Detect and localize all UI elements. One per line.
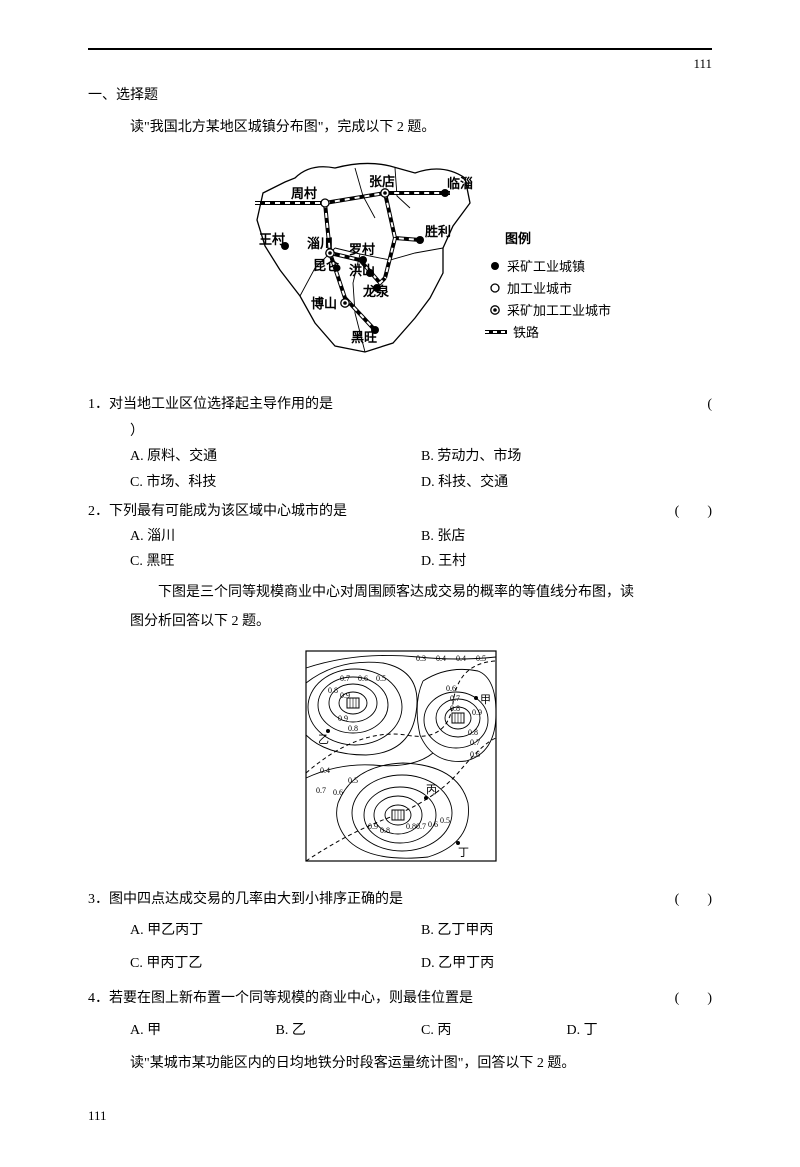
q2-stem: 2．下列最有可能成为该区域中心城市的是( ) [88, 499, 712, 524]
svg-text:0.7: 0.7 [470, 738, 480, 747]
svg-text:0.6: 0.6 [446, 684, 456, 693]
svg-text:乙: 乙 [318, 733, 329, 746]
q2-choice-c: C. 黑旺 [130, 549, 421, 574]
svg-text:丁: 丁 [458, 847, 469, 859]
q2-choice-a: A. 淄川 [130, 524, 421, 549]
figure-contour-map: 甲 乙 丙 丁 0.70.60.5 0.80.9 0.90.8 0.30.40.… [88, 643, 712, 877]
intro-text-1: 读"我国北方某地区城镇分布图"，完成以下 2 题。 [130, 115, 712, 140]
svg-text:0.9: 0.9 [472, 708, 482, 717]
q4-stem: 4．若要在图上新布置一个同等规模的商业中心，则最佳位置是( ) [88, 986, 712, 1011]
svg-text:加工业城市: 加工业城市 [507, 281, 572, 296]
q3-choices: A. 甲乙丙丁 C. 甲丙丁乙 B. 乙丁甲丙 D. 乙甲丁丙 [130, 918, 712, 976]
q3-choice-c: C. 甲丙丁乙 [130, 951, 421, 976]
svg-text:0.9: 0.9 [368, 822, 378, 831]
svg-text:0.6: 0.6 [428, 820, 438, 829]
svg-text:0.7: 0.7 [316, 786, 326, 795]
svg-text:0.9: 0.9 [340, 691, 350, 700]
figure-map-towns: 周村 张店 临淄 胜利 王村 淄川 昆仑 罗村 洪山 龙泉 博山 黑旺 图例 采… [88, 148, 712, 382]
q1-choices: A. 原料、交通C. 市场、科技 B. 劳动力、市场D. 科技、交通 [130, 444, 712, 494]
svg-text:王村: 王村 [259, 232, 285, 247]
svg-text:张店: 张店 [369, 174, 395, 189]
q3-choice-a: A. 甲乙丙丁 [130, 918, 421, 943]
section-heading: 一、选择题 [88, 83, 712, 108]
svg-text:0.3: 0.3 [416, 654, 426, 663]
svg-text:0.8: 0.8 [450, 704, 460, 713]
q2-choices: A. 淄川C. 黑旺 B. 张店D. 王村 [130, 524, 712, 574]
q3-stem: 3．图中四点达成交易的几率由大到小排序正确的是( ) [88, 887, 712, 912]
svg-text:0.5: 0.5 [440, 816, 450, 825]
svg-text:0.8: 0.8 [328, 686, 338, 695]
svg-text:0.8: 0.8 [348, 724, 358, 733]
q4-choice-d: D. 丁 [567, 1018, 713, 1043]
map-legend: 图例 采矿工业城镇 加工业城市 采矿加工工业城市 铁路 [485, 231, 611, 340]
q2-choice-b: B. 张店 [421, 524, 712, 549]
railway-lines [255, 193, 450, 328]
q4-choice-b: B. 乙 [276, 1018, 422, 1043]
intro-text-2a: 下图是三个同等规模商业中心对周围顾客达成交易的概率的等值线分布图，读 [158, 580, 712, 605]
center-markers [347, 698, 464, 820]
svg-text:罗村: 罗村 [349, 242, 375, 257]
intro-text-3: 读"某城市某功能区内的日均地铁分时段客运量统计图"，回答以下 2 题。 [130, 1051, 712, 1076]
svg-text:周村: 周村 [291, 186, 317, 201]
svg-text:0.7: 0.7 [416, 822, 426, 831]
town-markers [281, 189, 449, 334]
q3-choice-b: B. 乙丁甲丙 [421, 918, 712, 943]
contour-labels: 0.70.60.5 0.80.9 0.90.8 0.30.40.40.5 0.6… [316, 654, 486, 835]
svg-text:采矿工业城镇: 采矿工业城镇 [507, 259, 585, 274]
q1-choice-c: C. 市场、科技 [130, 470, 421, 495]
svg-text:胜利: 胜利 [425, 224, 451, 239]
intro-text-2b: 图分析回答以下 2 题。 [130, 609, 712, 634]
svg-text:0.6: 0.6 [470, 750, 480, 759]
svg-text:图例: 图例 [505, 231, 531, 246]
svg-text:黑旺: 黑旺 [351, 330, 377, 345]
q1-paren-close: ） [130, 419, 712, 444]
svg-text:甲: 甲 [480, 694, 491, 706]
q4-choice-c: C. 丙 [421, 1018, 567, 1043]
q1-choice-a: A. 原料、交通 [130, 444, 421, 469]
svg-text:0.7: 0.7 [450, 694, 460, 703]
q3-choice-d: D. 乙甲丁丙 [421, 951, 712, 976]
svg-text:龙泉: 龙泉 [363, 284, 390, 299]
q1-choice-d: D. 科技、交通 [421, 470, 712, 495]
svg-text:0.8: 0.8 [406, 822, 416, 831]
svg-text:丙: 丙 [426, 784, 437, 796]
svg-text:昆仑: 昆仑 [313, 258, 340, 273]
svg-text:0.5: 0.5 [376, 674, 386, 683]
q1-stem: 1．对当地工业区位选择起主导作用的是( [88, 392, 712, 417]
contour-frame [306, 651, 496, 861]
q1-choice-b: B. 劳动力、市场 [421, 444, 712, 469]
svg-text:0.8: 0.8 [468, 728, 478, 737]
svg-text:0.9: 0.9 [338, 714, 348, 723]
svg-text:0.5: 0.5 [348, 776, 358, 785]
page-number-bottom: 111 [88, 1104, 712, 1127]
svg-text:铁路: 铁路 [513, 325, 539, 340]
q4-choices: A. 甲 B. 乙 C. 丙 D. 丁 [130, 1018, 712, 1043]
svg-text:洪山: 洪山 [349, 263, 375, 278]
svg-text:临淄: 临淄 [447, 176, 473, 191]
page-number-top: 111 [88, 52, 712, 75]
q2-choice-d: D. 王村 [421, 549, 712, 574]
svg-text:淄川: 淄川 [307, 236, 333, 251]
svg-text:0.4: 0.4 [320, 766, 330, 775]
top-rule [88, 48, 712, 50]
svg-text:0.4: 0.4 [436, 654, 446, 663]
svg-text:博山: 博山 [311, 296, 337, 311]
q4-choice-a: A. 甲 [130, 1018, 276, 1043]
svg-text:采矿加工工业城市: 采矿加工工业城市 [507, 303, 611, 318]
svg-text:0.6: 0.6 [358, 674, 368, 683]
svg-text:0.5: 0.5 [476, 654, 486, 663]
svg-text:0.7: 0.7 [340, 674, 350, 683]
svg-text:0.8: 0.8 [380, 826, 390, 835]
svg-text:0.4: 0.4 [456, 654, 466, 663]
svg-text:0.6: 0.6 [333, 788, 343, 797]
